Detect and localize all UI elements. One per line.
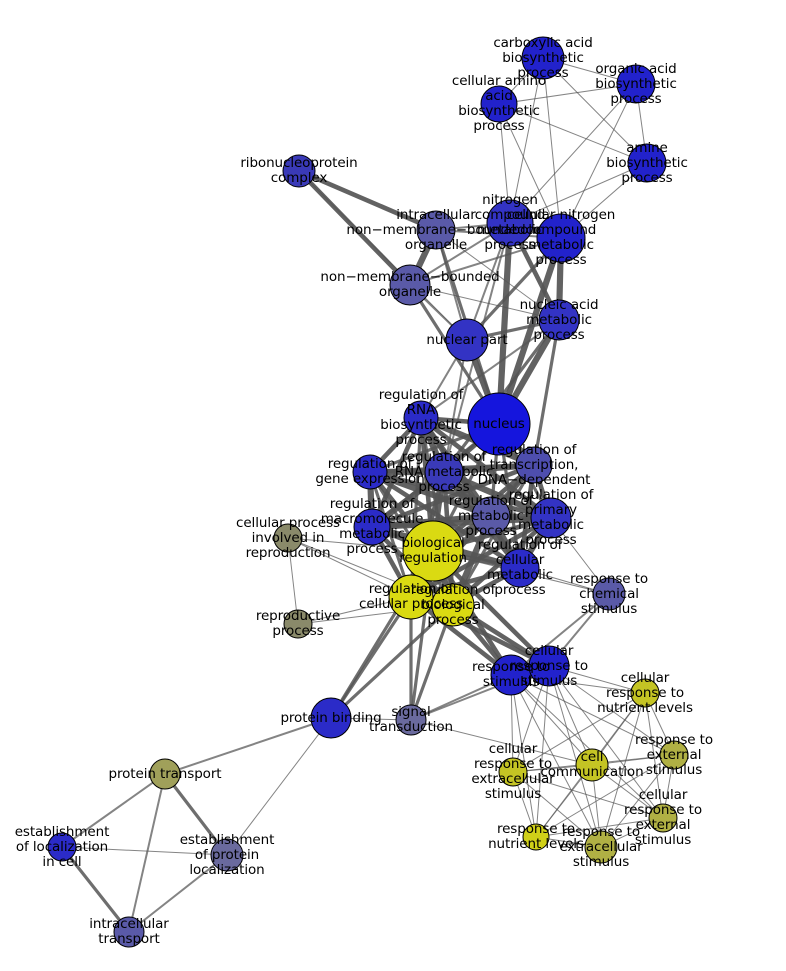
graph-node[interactable] — [498, 757, 528, 787]
graph-edge — [532, 318, 561, 467]
graph-edge — [542, 57, 648, 164]
graph-node[interactable] — [424, 452, 464, 492]
edge-layer — [60, 57, 675, 934]
graph-edge — [60, 845, 131, 934]
graph-edge — [443, 339, 468, 473]
graph-edge — [367, 469, 554, 521]
graph-edge — [560, 83, 637, 239]
graph-node[interactable] — [536, 213, 586, 263]
graph-node[interactable] — [659, 740, 689, 770]
graph-edge — [510, 674, 537, 838]
graph-node[interactable] — [515, 446, 553, 484]
graph-edge — [498, 83, 637, 105]
graph-edge — [535, 665, 550, 838]
graph-edge — [535, 817, 664, 838]
graph-edge — [535, 754, 675, 838]
graph-edge — [510, 674, 664, 819]
graph-edge — [410, 719, 593, 766]
graph-node[interactable] — [353, 508, 391, 546]
graph-edge — [408, 515, 554, 600]
graph-edge — [509, 162, 648, 224]
graph-edge — [329, 595, 413, 720]
graph-edge — [409, 237, 562, 286]
graph-edge — [600, 692, 646, 848]
graph-edge — [495, 234, 565, 428]
graph-edge — [61, 846, 228, 856]
graph-node[interactable] — [528, 645, 570, 687]
graph-edge — [495, 219, 514, 428]
graph-node[interactable] — [630, 678, 660, 708]
graph-node[interactable] — [648, 803, 678, 833]
graph-node[interactable] — [149, 758, 181, 790]
graph-edge — [498, 103, 648, 164]
graph-node[interactable] — [403, 400, 439, 436]
graph-edge — [409, 284, 560, 321]
graph-node[interactable] — [500, 548, 540, 588]
graph-edge — [510, 674, 602, 848]
graph-edge — [498, 103, 562, 239]
graph-edge — [128, 854, 228, 933]
graph-node[interactable] — [388, 574, 434, 620]
graph-edge — [509, 57, 544, 224]
graph-node[interactable] — [402, 520, 464, 582]
graph-node[interactable] — [480, 85, 518, 123]
graph-edge — [329, 603, 455, 720]
graph-node[interactable] — [584, 830, 618, 864]
graph-edge — [512, 692, 646, 773]
graph-node[interactable] — [575, 748, 609, 782]
graph-edge — [548, 665, 675, 756]
graph-node[interactable] — [310, 697, 352, 739]
graph-edge — [510, 593, 610, 676]
graph-node[interactable] — [210, 838, 244, 872]
graph-node[interactable] — [352, 454, 388, 490]
graph-node[interactable] — [490, 654, 532, 696]
graph-node[interactable] — [113, 916, 145, 948]
graph-edge — [163, 772, 229, 857]
graph-edge — [512, 771, 602, 848]
graph-node[interactable] — [282, 154, 316, 188]
graph-edge — [61, 773, 166, 848]
graph-node[interactable] — [627, 143, 667, 183]
graph-edge — [600, 754, 675, 848]
graph-edge — [296, 168, 439, 233]
graph-node[interactable] — [283, 609, 313, 639]
graph-node[interactable] — [416, 210, 456, 250]
graph-node[interactable] — [522, 823, 550, 851]
node-layer[interactable] — [47, 36, 689, 948]
graph-edge — [510, 674, 675, 756]
graph-node[interactable] — [273, 523, 303, 553]
graph-edge — [542, 57, 562, 239]
graph-edge — [128, 773, 166, 933]
graph-node[interactable] — [592, 577, 626, 611]
graph-edge — [435, 229, 560, 321]
graph-node[interactable] — [521, 36, 565, 80]
graph-edge — [512, 771, 664, 819]
graph-edge — [509, 83, 637, 224]
graph-node[interactable] — [431, 583, 475, 627]
graph-edge — [287, 537, 412, 598]
graph-node[interactable] — [467, 392, 531, 456]
graph-edge — [164, 717, 332, 775]
graph-node[interactable] — [471, 496, 511, 536]
graph-edge — [644, 692, 664, 819]
graph-node[interactable] — [47, 832, 77, 862]
graph-edge — [420, 319, 560, 419]
graph-node[interactable] — [445, 318, 489, 362]
graph-node[interactable] — [395, 704, 427, 736]
graph-edge — [548, 665, 602, 848]
graph-node[interactable] — [530, 497, 572, 539]
graph-node[interactable] — [616, 64, 656, 104]
graph-edge — [226, 717, 332, 856]
graph-node[interactable] — [538, 299, 580, 341]
graph-node[interactable] — [389, 264, 431, 306]
graph-node[interactable] — [486, 199, 534, 247]
